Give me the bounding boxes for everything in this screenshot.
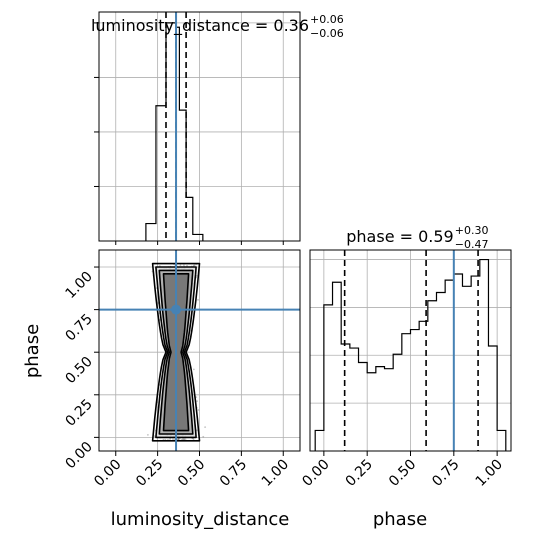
contour-level <box>151 262 201 442</box>
x-tick-label: 1.00 <box>259 457 292 490</box>
sample-point <box>196 429 198 432</box>
sample-point <box>183 438 185 440</box>
x-tick-label: 0.50 <box>175 457 208 490</box>
y-tick-label: 0.25 <box>62 396 95 429</box>
grid <box>99 12 300 241</box>
quantile-lines <box>343 250 479 451</box>
title-equals: = <box>250 16 274 35</box>
x-tick-label: 0.75 <box>429 457 462 490</box>
phase-title: phase = 0.59 <box>346 227 453 246</box>
sample-point <box>196 400 199 403</box>
y-tick-labels-phase: 0.00 0.25 0.50 0.75 1.00 <box>62 269 95 473</box>
sample-point <box>177 438 180 440</box>
sample-point <box>197 298 199 301</box>
title-minus: −0.47 <box>455 238 489 251</box>
x-tick-label: 0.75 <box>217 457 250 490</box>
x-tick-label: 0.00 <box>91 457 124 490</box>
sample-point <box>172 438 174 441</box>
sample-point <box>193 264 196 267</box>
x-tick-label: 1.00 <box>473 457 506 490</box>
sample-point <box>153 435 156 438</box>
panel-luminosity-distance-hist: luminosity_distance = 0.36 +0.06 −0.06 <box>91 11 344 245</box>
title-minus: −0.06 <box>310 27 344 40</box>
title-equals: = <box>395 227 419 246</box>
sample-point <box>177 438 180 441</box>
x-tick-label: 0.50 <box>386 457 419 490</box>
luminosity-distance-title: luminosity_distance = 0.36 <box>91 16 309 36</box>
title-median: 0.36 <box>273 16 309 35</box>
panel-joint-2d <box>94 249 301 456</box>
truth-point <box>171 304 182 315</box>
sample-point <box>169 438 171 440</box>
sample-point <box>177 438 180 441</box>
y-tick-label: 0.75 <box>62 311 95 344</box>
x-tick-label: 0.25 <box>343 457 376 490</box>
sample-point <box>192 368 195 371</box>
x-axis-label-luminosity-distance: luminosity_distance <box>111 509 290 530</box>
title-plus: +0.06 <box>310 13 344 26</box>
title-median: 0.59 <box>418 227 454 246</box>
sample-point <box>181 438 184 440</box>
sample-point <box>184 438 187 441</box>
sample-point <box>179 264 182 267</box>
x-tick-labels-luminosity-distance: 0.00 0.25 0.50 0.75 1.00 <box>91 457 292 490</box>
y-tick-label: 1.00 <box>62 269 95 302</box>
x-tick-label: 0.00 <box>299 457 332 490</box>
y-tick-label: 0.00 <box>62 439 95 472</box>
tick-marks <box>323 451 498 456</box>
sample-point <box>197 409 200 411</box>
title-param: luminosity_distance <box>91 16 250 36</box>
sample-point <box>192 264 195 267</box>
y-tick-label: 0.50 <box>62 354 95 387</box>
sample-point <box>183 264 185 267</box>
x-axis-label-phase: phase <box>373 509 427 530</box>
x-tick-labels-phase: 0.00 0.25 0.50 0.75 1.00 <box>299 457 506 490</box>
y-axis-label-phase: phase <box>22 324 43 378</box>
sample-point <box>202 435 205 438</box>
tick-marks <box>94 22 284 245</box>
panel-phase-hist: phase = 0.59 +0.30 −0.47 <box>309 224 512 456</box>
title-plus: +0.30 <box>455 224 489 237</box>
histogram-step-line <box>314 258 507 451</box>
tick-marks <box>94 266 284 456</box>
sample-point <box>204 426 207 429</box>
title-param: phase <box>346 227 394 246</box>
x-tick-label: 0.25 <box>133 457 166 490</box>
sample-point <box>146 433 149 436</box>
